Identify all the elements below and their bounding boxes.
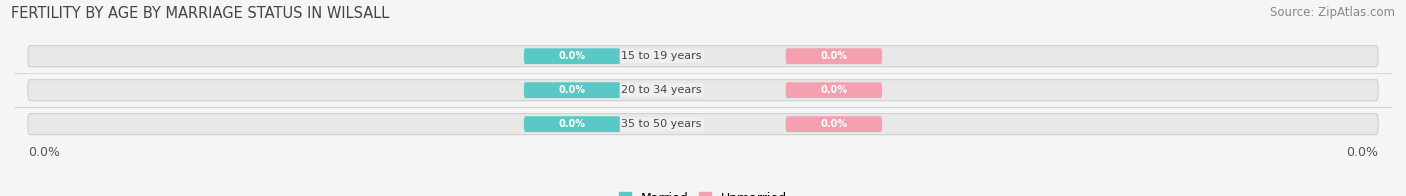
Text: 15 to 19 years: 15 to 19 years — [621, 51, 702, 61]
Text: Source: ZipAtlas.com: Source: ZipAtlas.com — [1270, 6, 1395, 19]
Text: 20 to 34 years: 20 to 34 years — [621, 85, 702, 95]
Text: 35 to 50 years: 35 to 50 years — [621, 119, 702, 129]
FancyBboxPatch shape — [28, 46, 1378, 67]
Legend: Married, Unmarried: Married, Unmarried — [614, 188, 792, 196]
FancyBboxPatch shape — [786, 116, 882, 132]
Text: 0.0%: 0.0% — [558, 119, 586, 129]
FancyBboxPatch shape — [524, 116, 620, 132]
Text: 0.0%: 0.0% — [28, 146, 60, 159]
FancyBboxPatch shape — [786, 48, 882, 64]
FancyBboxPatch shape — [28, 80, 1378, 101]
Text: 0.0%: 0.0% — [1346, 146, 1378, 159]
FancyBboxPatch shape — [524, 82, 620, 98]
Text: 0.0%: 0.0% — [820, 119, 848, 129]
Text: 0.0%: 0.0% — [558, 85, 586, 95]
Text: 0.0%: 0.0% — [820, 51, 848, 61]
Text: FERTILITY BY AGE BY MARRIAGE STATUS IN WILSALL: FERTILITY BY AGE BY MARRIAGE STATUS IN W… — [11, 6, 389, 21]
FancyBboxPatch shape — [786, 82, 882, 98]
FancyBboxPatch shape — [524, 48, 620, 64]
Text: 0.0%: 0.0% — [820, 85, 848, 95]
Text: 0.0%: 0.0% — [558, 51, 586, 61]
FancyBboxPatch shape — [28, 114, 1378, 135]
